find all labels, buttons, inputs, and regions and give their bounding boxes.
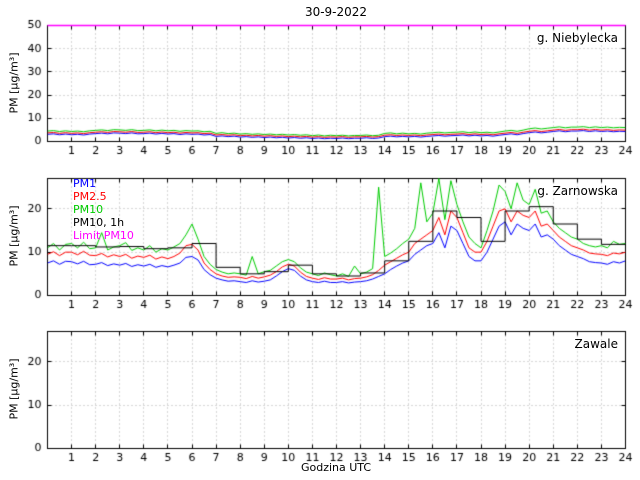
figure-title: 30-9-2022 [304, 5, 368, 19]
x-axis-label: Godzina UTC [300, 461, 372, 474]
y-axis-label-panel1: PM [µg/m³] [7, 52, 21, 114]
legend-item-pm25: PM2.5 [73, 190, 107, 203]
station-label-niebylecka: g. Niebylecka [536, 31, 618, 45]
legend-item-limitpm10: Limit PM10 [73, 229, 134, 242]
station-label-zarnowska: g. Zarnowska [537, 184, 618, 198]
legend: PM1 PM2.5 PM10 PM10, 1h Limit PM10 [73, 177, 134, 242]
station-label-zawale: Zawale [574, 337, 618, 351]
legend-item-pm10: PM10 [73, 203, 104, 216]
y-axis-label-panel3: PM [µg/m³] [7, 358, 21, 420]
legend-item-pm1: PM1 [73, 177, 97, 190]
legend-item-pm101h: PM10, 1h [73, 216, 125, 229]
y-axis-label-panel2: PM [µg/m³] [7, 205, 21, 267]
